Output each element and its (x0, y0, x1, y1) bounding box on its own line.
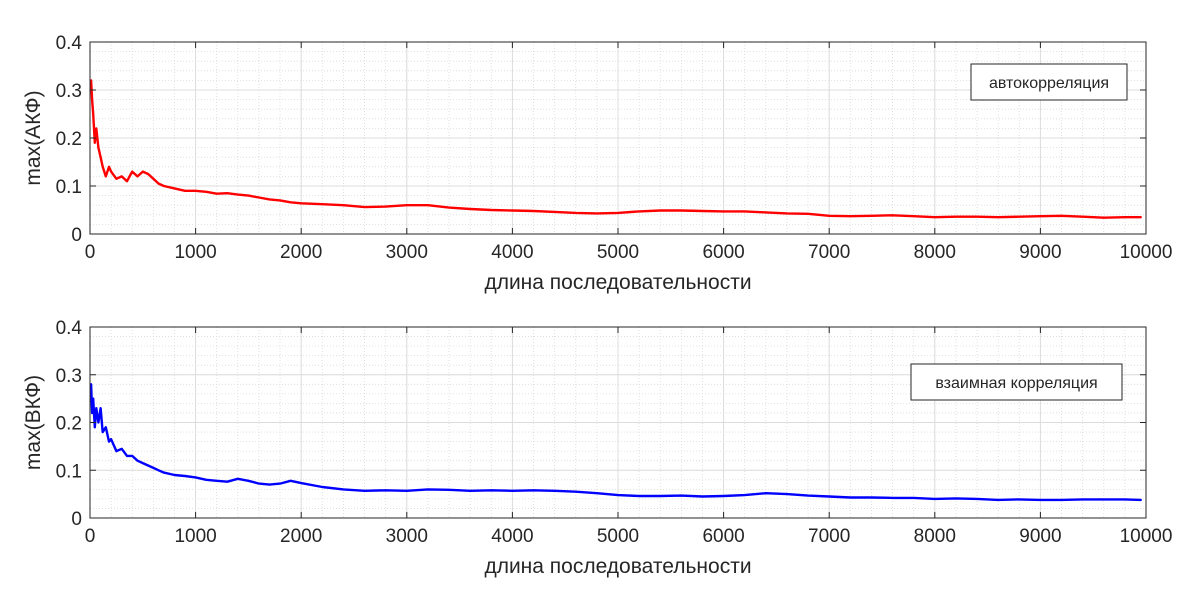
x-tick-label: 9000 (1019, 242, 1061, 263)
x-tick-label: 3000 (386, 526, 428, 547)
x-tick-label: 7000 (808, 526, 850, 547)
series-line-1 (89, 79, 1142, 219)
x-tick-label: 1000 (174, 242, 216, 263)
legend: автокорреляция (970, 63, 1128, 101)
x-tick-label: 2000 (280, 242, 322, 263)
series-line-1 (89, 383, 1142, 502)
y-tick-label: 0.1 (56, 461, 82, 482)
y-tick-label: 0.4 (56, 318, 83, 339)
x-tick-label: 4000 (491, 526, 533, 547)
x-tick-label: 9000 (1019, 526, 1061, 547)
x-tick-label: 5000 (597, 242, 639, 263)
y-axis-label: max(ВКФ) (22, 375, 45, 470)
x-axis-label: длина последовательности (484, 271, 751, 294)
x-tick-label: 1000 (174, 526, 216, 547)
y-tick-label: 0.2 (56, 129, 82, 150)
x-tick-label: 3000 (386, 242, 428, 263)
x-axis-label: длина последовательности (484, 555, 751, 578)
x-tick-label: 6000 (702, 242, 744, 263)
legend-entry: автокорреляция (989, 75, 1109, 92)
y-axis-label: max(АКФ) (22, 90, 45, 185)
y-tick-label: 0.4 (56, 33, 83, 54)
x-tick-label: 0 (85, 242, 96, 263)
legend: взаимная корреляция (910, 363, 1123, 401)
y-tick-label: 0.1 (56, 177, 82, 198)
x-tick-label: 10000 (1120, 526, 1173, 547)
y-tick-label: 0 (71, 509, 82, 530)
x-tick-label: 8000 (914, 526, 956, 547)
subplot-1: 0 1000 2000 3000 4000 5000 6000 7000 8000 9000 100… (22, 33, 1172, 294)
x-tick-label: 7000 (808, 242, 850, 263)
x-tick-label: 8000 (914, 242, 956, 263)
x-tick-label: 0 (85, 526, 96, 547)
legend-box (970, 63, 1128, 101)
x-tick-label: 10000 (1120, 242, 1173, 263)
y-tick-label: 0.3 (56, 366, 82, 387)
subplot-2: 0 1000 2000 3000 4000 5000 6000 7000 8000 9000 100… (22, 318, 1172, 578)
x-tick-label: 6000 (702, 526, 744, 547)
legend-box (910, 363, 1123, 401)
legend-entry: взаимная корреляция (935, 375, 1097, 392)
y-tick-label: 0.2 (56, 414, 82, 435)
x-tick-label: 5000 (597, 526, 639, 547)
x-tick-label: 2000 (280, 526, 322, 547)
y-tick-label: 0.3 (56, 81, 82, 102)
x-tick-label: 4000 (491, 242, 533, 263)
y-tick-label: 0 (71, 225, 82, 246)
